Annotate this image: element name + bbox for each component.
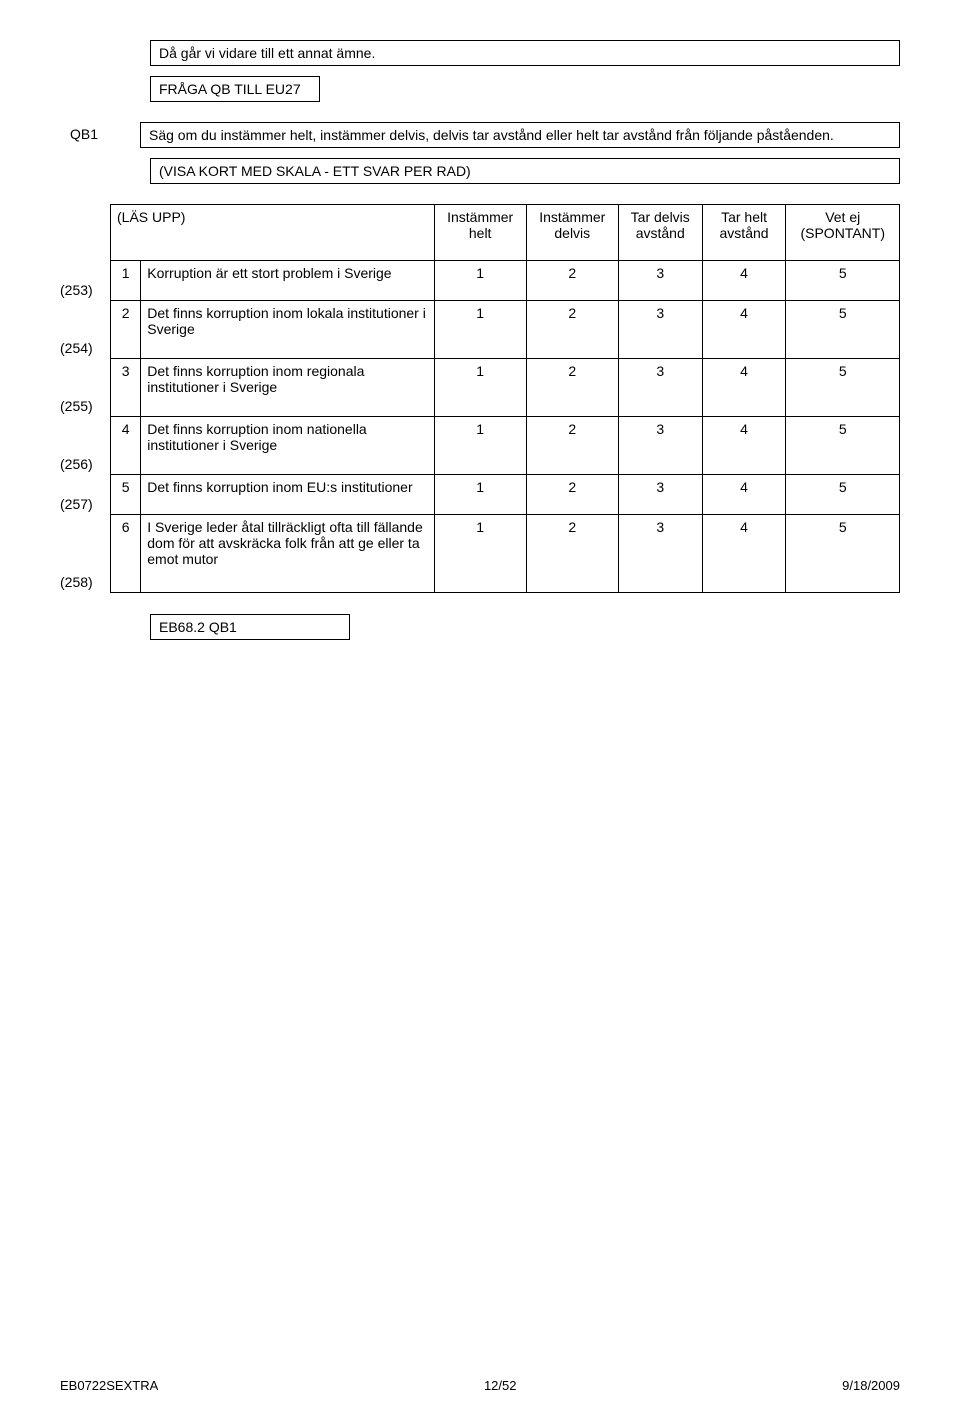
table-row: 1Korruption är ett stort problem i Sveri… [111,261,900,301]
response-cell: 1 [434,515,526,593]
row-code: (258) [60,516,110,594]
response-cell: 3 [618,515,702,593]
response-cell: 5 [786,515,900,593]
response-cell: 5 [786,359,900,417]
response-cell: 4 [702,359,786,417]
page-footer: EB0722SEXTRA 12/52 9/18/2009 [60,1378,900,1393]
header-c4: Tar helt avstånd [702,205,786,261]
row-index: 4 [111,417,141,475]
response-cell: 4 [702,261,786,301]
response-cell: 2 [526,475,618,515]
response-cell: 5 [786,417,900,475]
row-statement: Det finns korruption inom nationella ins… [141,417,434,475]
response-cell: 3 [618,359,702,417]
response-cell: 2 [526,417,618,475]
row-code: (254) [60,302,110,360]
response-cell: 4 [702,301,786,359]
response-cell: 1 [434,475,526,515]
row-statement: Det finns korruption inom lokala institu… [141,301,434,359]
row-index: 1 [111,261,141,301]
response-cell: 1 [434,359,526,417]
response-cell: 1 [434,301,526,359]
response-cell: 2 [526,515,618,593]
row-code: (256) [60,418,110,476]
response-cell: 1 [434,261,526,301]
row-code: (253) [60,262,110,302]
response-cell: 2 [526,301,618,359]
eb-reference: EB68.2 QB1 [150,614,350,640]
response-cell: 3 [618,417,702,475]
header-las-upp: (LÄS UPP) [111,205,435,261]
row-code: (257) [60,476,110,516]
response-table: (LÄS UPP) Instämmer helt Instämmer delvi… [110,204,900,593]
footer-left: EB0722SEXTRA [60,1378,158,1393]
footer-center: 12/52 [484,1378,517,1393]
row-statement: Det finns korruption inom EU:s instituti… [141,475,434,515]
intro-line2: FRÅGA QB TILL EU27 [150,76,320,102]
row-statement: Korruption är ett stort problem i Sverig… [141,261,434,301]
row-statement: Det finns korruption inom regionala inst… [141,359,434,417]
visa-instruction: (VISA KORT MED SKALA - ETT SVAR PER RAD) [150,158,900,184]
response-cell: 1 [434,417,526,475]
table-row: 3Det finns korruption inom regionala ins… [111,359,900,417]
header-c2: Instämmer delvis [526,205,618,261]
response-cell: 4 [702,515,786,593]
row-index: 6 [111,515,141,593]
intro-line1: Då går vi vidare till ett annat ämne. [150,40,900,66]
response-cell: 2 [526,359,618,417]
response-cell: 2 [526,261,618,301]
table-row: 4Det finns korruption inom nationella in… [111,417,900,475]
row-code: (255) [60,360,110,418]
footer-right: 9/18/2009 [842,1378,900,1393]
row-index: 5 [111,475,141,515]
table-row: 2Det finns korruption inom lokala instit… [111,301,900,359]
response-cell: 3 [618,475,702,515]
header-c3: Tar delvis avstånd [618,205,702,261]
row-index: 3 [111,359,141,417]
response-cell: 5 [786,301,900,359]
qb1-label: QB1 [60,122,140,142]
response-cell: 4 [702,417,786,475]
header-c1: Instämmer helt [434,205,526,261]
response-cell: 5 [786,261,900,301]
table-row: 6I Sverige leder åtal tillräckligt ofta … [111,515,900,593]
response-cell: 5 [786,475,900,515]
response-cell: 3 [618,261,702,301]
header-c5: Vet ej (SPONTANT) [786,205,900,261]
response-cell: 4 [702,475,786,515]
row-statement: I Sverige leder åtal tillräckligt ofta t… [141,515,434,593]
table-row: 5Det finns korruption inom EU:s institut… [111,475,900,515]
row-index: 2 [111,301,141,359]
qb1-text: Säg om du instämmer helt, instämmer delv… [140,122,900,148]
response-cell: 3 [618,301,702,359]
